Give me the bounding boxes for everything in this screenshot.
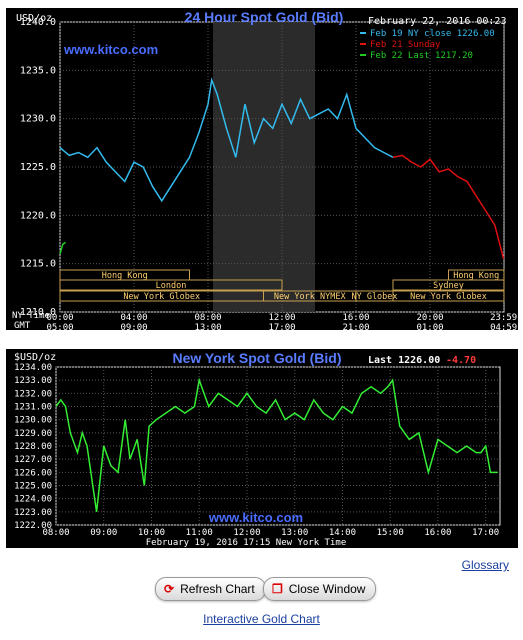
x-tick-label: 08:00 [42, 528, 69, 538]
session-box [392, 279, 505, 291]
x-tick-ny-label: 12:00 [268, 313, 295, 323]
legend-label: Feb 19 NY close 1226.00 [370, 29, 495, 39]
x-tick-ny-label: 04:00 [120, 313, 147, 323]
spot-gold-24h-chart: Hong Kong London New York Globex New York N… [6, 8, 518, 333]
series-line [59, 77, 394, 203]
interactive-gold-chart-link[interactable]: Interactive Gold Chart [203, 612, 320, 626]
x-tick-label: 10:00 [138, 528, 165, 538]
y-tick-label: 1233.00 [14, 376, 52, 386]
refresh-chart-button[interactable]: ⟳ Refresh Chart [155, 577, 266, 601]
x-tick-gmt-label: 17:00 [268, 323, 295, 330]
session-label: Sydney [433, 281, 464, 291]
x-tick-gmt-label: 09:00 [120, 323, 147, 330]
series-line [59, 241, 66, 255]
ny-time-label: NY Time [12, 311, 50, 321]
y-tick-label: 1230.00 [14, 416, 52, 426]
series-line [392, 154, 505, 260]
legend-swatch [360, 54, 366, 56]
y-tick-label: 1224.00 [14, 495, 52, 505]
y-tick-label: 1226.00 [14, 468, 52, 478]
x-tick-gmt-label: 04:59 [490, 323, 517, 330]
last-price-label: Last 1226.00 [368, 355, 440, 366]
date-label: February 22, 2016 00:23 [368, 16, 506, 27]
y-tick-label: 1215.0 [20, 259, 56, 270]
x-tick-label: 12:00 [233, 528, 260, 538]
legend-swatch [360, 43, 366, 45]
x-tick-label: 14:00 [329, 528, 356, 538]
y-tick-label: 1240.0 [20, 17, 56, 28]
x-tick-label: 11:00 [186, 528, 213, 538]
legend-label: Feb 22 Last 1217.20 [370, 51, 473, 61]
y-tick-label: 1234.00 [14, 363, 52, 373]
session-box [392, 290, 505, 302]
y-tick-label: 1222.00 [14, 521, 52, 531]
y-tick-label: 1235.0 [20, 65, 56, 76]
x-tick-ny-label: 23:59 [490, 313, 517, 323]
session-label: New York NYMEX [274, 292, 347, 302]
legend-label: Feb 21 Sunday [370, 40, 441, 50]
glossary-link[interactable]: Glossary [461, 558, 509, 572]
session-box [59, 279, 283, 291]
refresh-icon: ⟳ [164, 582, 175, 596]
x-tick-label: 13:00 [281, 528, 308, 538]
x-tick-ny-label: 20:00 [416, 313, 443, 323]
y-tick-label: 1228.00 [14, 442, 52, 452]
ny-spot-gold-chart: 1222.00 1223.00 1224.00 1225.00 1226.00 1227.… [6, 349, 518, 548]
x-tick-label: 09:00 [90, 528, 117, 538]
x-tick-gmt-label: 21:00 [342, 323, 369, 330]
session-label: New York Globex [410, 292, 487, 302]
x-tick-ny-label: 00:00 [46, 313, 73, 323]
timestamp-label: February 19, 2016 17:15 New York Time [146, 538, 346, 548]
y-unit-label: USD/oz [16, 13, 52, 24]
legend-swatch [360, 32, 366, 34]
x-tick-gmt-label: 01:00 [416, 323, 443, 330]
session-label: New York Globex [123, 292, 200, 302]
y-tick-label: 1230.0 [20, 114, 56, 125]
close-window-button[interactable]: ❐ Close Window [263, 577, 377, 601]
chart-title-2: New York Spot Gold (Bid) [172, 350, 341, 366]
refresh-chart-label: Refresh Chart [180, 582, 255, 596]
y-tick-label: 1225.0 [20, 162, 56, 173]
series-line [55, 377, 498, 512]
x-tick-label: 15:00 [377, 528, 404, 538]
y-unit-label-2: $USD/oz [14, 352, 56, 363]
y-tick-label: 1210.0 [20, 307, 56, 318]
x-tick-ny-label: 16:00 [342, 313, 369, 323]
session-label: Hong Kong [453, 271, 499, 281]
x-tick-gmt-label: 13:00 [194, 323, 221, 330]
session-label: Hong Kong [102, 271, 148, 281]
window-icon: ❐ [272, 582, 283, 596]
x-tick-gmt-label: 05:00 [46, 323, 73, 330]
watermark-2: www.kitco.com [208, 510, 303, 525]
price-change-label: -4.70 [446, 355, 476, 366]
chart-ny-svg: 1222.00 1223.00 1224.00 1225.00 1226.00 1227.… [14, 350, 501, 548]
y-tick-label: 1232.00 [14, 389, 52, 399]
y-tick-label: 1220.0 [20, 210, 56, 221]
session-label: NY Globex [351, 292, 397, 302]
y-tick-label: 1223.00 [14, 508, 52, 518]
x-tick-ny-label: 08:00 [194, 313, 221, 323]
x-tick-label: 16:00 [424, 528, 451, 538]
y-tick-label: 1227.00 [14, 455, 52, 465]
session-label: London [156, 281, 187, 291]
x-tick-label: 17:00 [472, 528, 499, 538]
watermark: www.kitco.com [63, 42, 158, 57]
y-tick-label: 1229.00 [14, 429, 52, 439]
chart-title: 24 Hour Spot Gold (Bid) [185, 9, 344, 25]
gmt-label: GMT [14, 321, 31, 330]
close-window-label: Close Window [288, 582, 366, 596]
y-tick-label: 1231.00 [14, 403, 52, 413]
y-tick-label: 1225.00 [14, 482, 52, 492]
